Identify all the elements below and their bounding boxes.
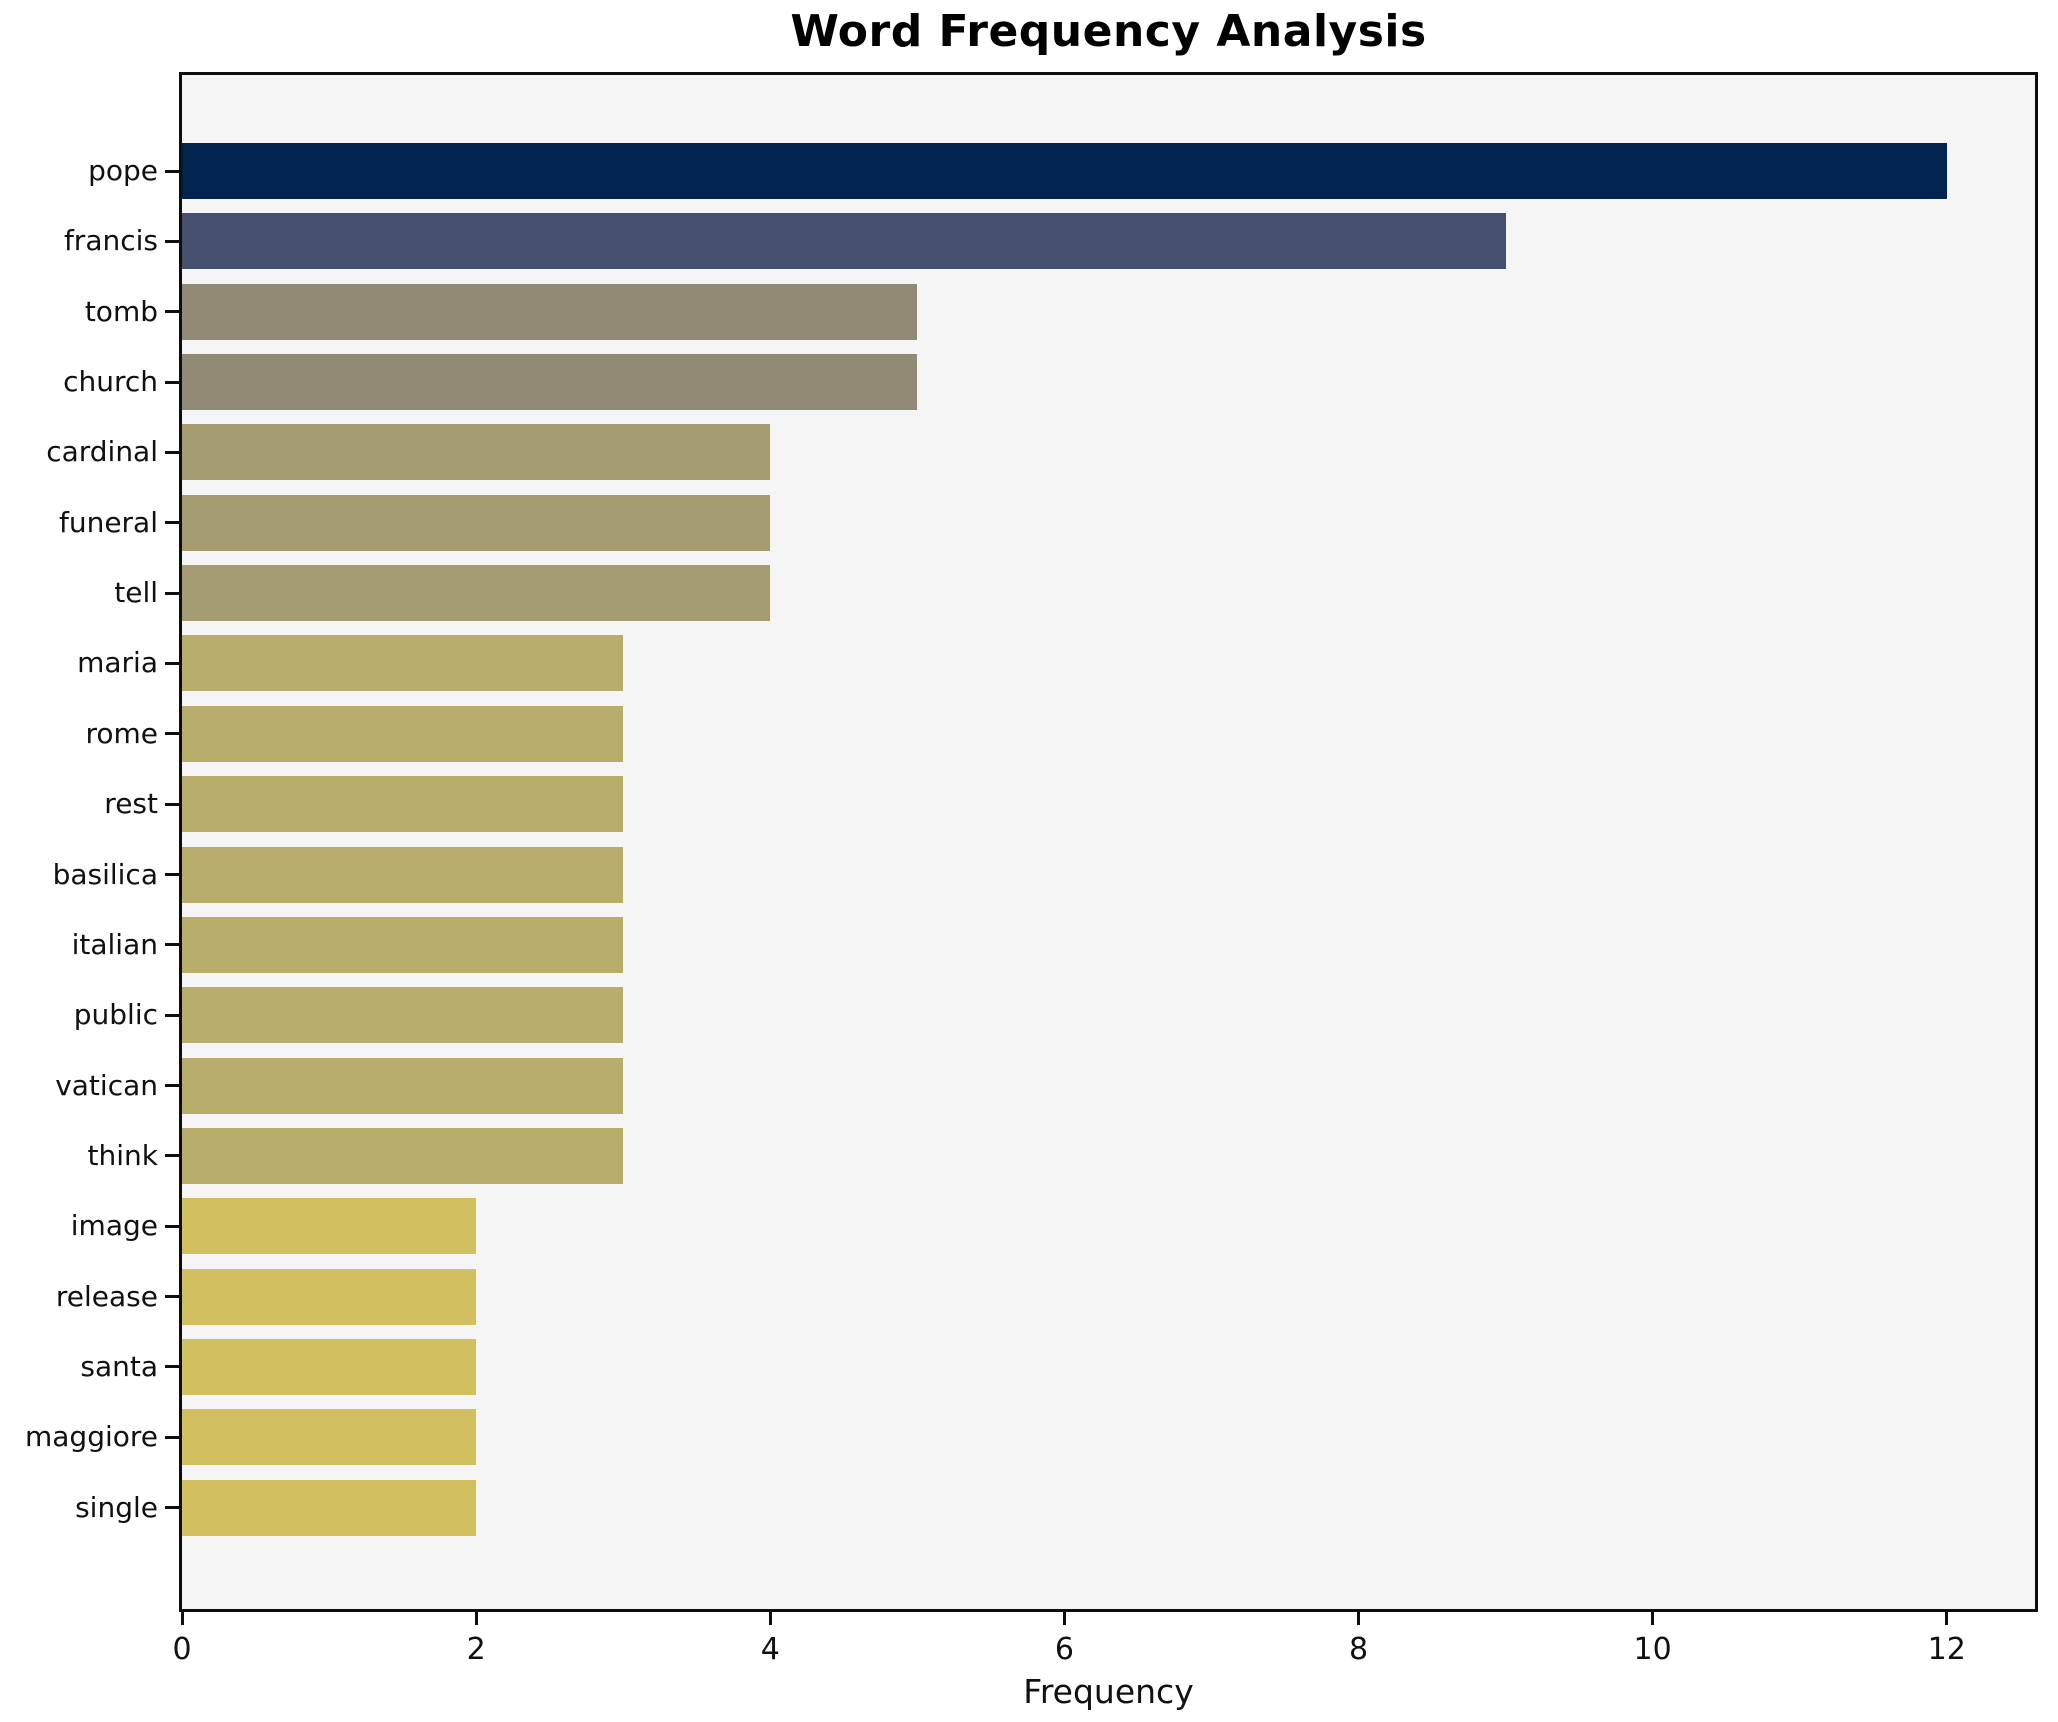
y-tick-label-single: single bbox=[75, 1490, 158, 1524]
x-tick-mark bbox=[180, 1612, 184, 1625]
x-tick-label-6: 6 bbox=[1054, 1632, 1074, 1667]
bar-church bbox=[182, 354, 918, 410]
bar-funeral bbox=[182, 494, 771, 551]
bar-italian bbox=[182, 916, 624, 973]
y-tick-mark bbox=[165, 1154, 179, 1158]
bar-think bbox=[182, 1127, 624, 1184]
bars-layer: pope francis tomb church cardinal funeral tell… bbox=[25, 75, 2035, 1609]
bar-single bbox=[182, 1479, 477, 1536]
x-axis: 0 2 4 6 8 10 12 bbox=[172, 1612, 2035, 1717]
y-tick-label-cardinal: cardinal bbox=[46, 435, 158, 469]
bar-basilica bbox=[182, 846, 624, 903]
x-tick-mark bbox=[1062, 1612, 1066, 1625]
y-tick-label-italian: italian bbox=[71, 927, 158, 961]
y-tick-label-maggiore: maggiore bbox=[24, 1420, 158, 1454]
y-tick-mark bbox=[165, 1013, 179, 1017]
bar-public bbox=[182, 987, 624, 1044]
y-tick-mark bbox=[165, 802, 179, 806]
bar-maria bbox=[182, 635, 624, 692]
y-tick-mark bbox=[165, 591, 179, 595]
bar-pope bbox=[182, 143, 1947, 199]
y-tick-mark bbox=[165, 521, 179, 525]
y-tick-label-tell: tell bbox=[114, 576, 158, 610]
bar-vatican bbox=[182, 1057, 624, 1114]
bar-tell bbox=[182, 565, 771, 622]
x-tick-label-12: 12 bbox=[1927, 1632, 1966, 1667]
y-tick-mark bbox=[165, 169, 179, 173]
y-tick-mark bbox=[165, 873, 179, 876]
y-tick-label-funeral: funeral bbox=[58, 505, 158, 539]
x-tick-label-4: 4 bbox=[760, 1632, 780, 1667]
bar-maggiore bbox=[182, 1409, 477, 1466]
bar-rest bbox=[182, 776, 624, 833]
y-tick-mark bbox=[165, 943, 179, 947]
bar-tomb bbox=[182, 283, 918, 340]
y-tick-mark bbox=[165, 732, 179, 736]
x-axis-label: Frequency bbox=[1023, 1672, 1194, 1711]
x-tick-mark bbox=[474, 1612, 478, 1625]
bar-rome bbox=[182, 705, 624, 762]
y-tick-mark bbox=[165, 1506, 179, 1510]
bar-cardinal bbox=[182, 424, 771, 481]
y-tick-label-image: image bbox=[70, 1209, 158, 1243]
y-tick-label-rest: rest bbox=[104, 787, 158, 821]
y-tick-label-pope: pope bbox=[88, 154, 158, 187]
y-tick-mark bbox=[165, 239, 179, 243]
y-tick-mark bbox=[165, 1084, 179, 1087]
x-tick-label-0: 0 bbox=[172, 1632, 192, 1667]
bar-francis bbox=[182, 213, 1506, 270]
bar-santa bbox=[182, 1338, 477, 1395]
x-tick-mark bbox=[1357, 1612, 1360, 1625]
y-tick-label-santa: santa bbox=[80, 1349, 158, 1383]
y-tick-mark bbox=[165, 1365, 179, 1369]
y-tick-mark bbox=[165, 1435, 179, 1439]
bar-release bbox=[182, 1268, 477, 1325]
y-tick-label-release: release bbox=[55, 1279, 158, 1313]
y-tick-mark bbox=[165, 1224, 179, 1228]
x-tick-mark bbox=[1651, 1612, 1655, 1625]
y-tick-label-think: think bbox=[87, 1138, 158, 1172]
y-tick-label-basilica: basilica bbox=[52, 857, 158, 891]
y-tick-mark bbox=[165, 661, 179, 665]
chart-title: Word Frequency Analysis bbox=[790, 6, 1427, 57]
y-tick-label-maria: maria bbox=[77, 646, 158, 680]
y-tick-label-vatican: vatican bbox=[55, 1068, 158, 1102]
x-tick-mark bbox=[768, 1612, 772, 1625]
y-tick-label-rome: rome bbox=[85, 716, 158, 750]
y-tick-label-public: public bbox=[73, 998, 158, 1032]
y-tick-mark bbox=[165, 450, 179, 454]
x-tick-mark bbox=[1945, 1612, 1949, 1625]
plot-area: pope francis tomb church cardinal funeral tell… bbox=[25, 72, 2038, 1612]
x-tick-label-10: 10 bbox=[1633, 1632, 1672, 1667]
bar-image bbox=[182, 1198, 477, 1255]
x-tick-label-8: 8 bbox=[1348, 1632, 1369, 1667]
y-tick-label-francis: francis bbox=[63, 224, 158, 258]
y-tick-mark bbox=[165, 310, 179, 314]
y-tick-mark bbox=[165, 1295, 179, 1299]
y-tick-label-church: church bbox=[63, 365, 158, 398]
y-tick-label-tomb: tomb bbox=[84, 294, 158, 328]
x-tick-label-2: 2 bbox=[466, 1632, 486, 1667]
y-tick-mark bbox=[165, 380, 179, 384]
